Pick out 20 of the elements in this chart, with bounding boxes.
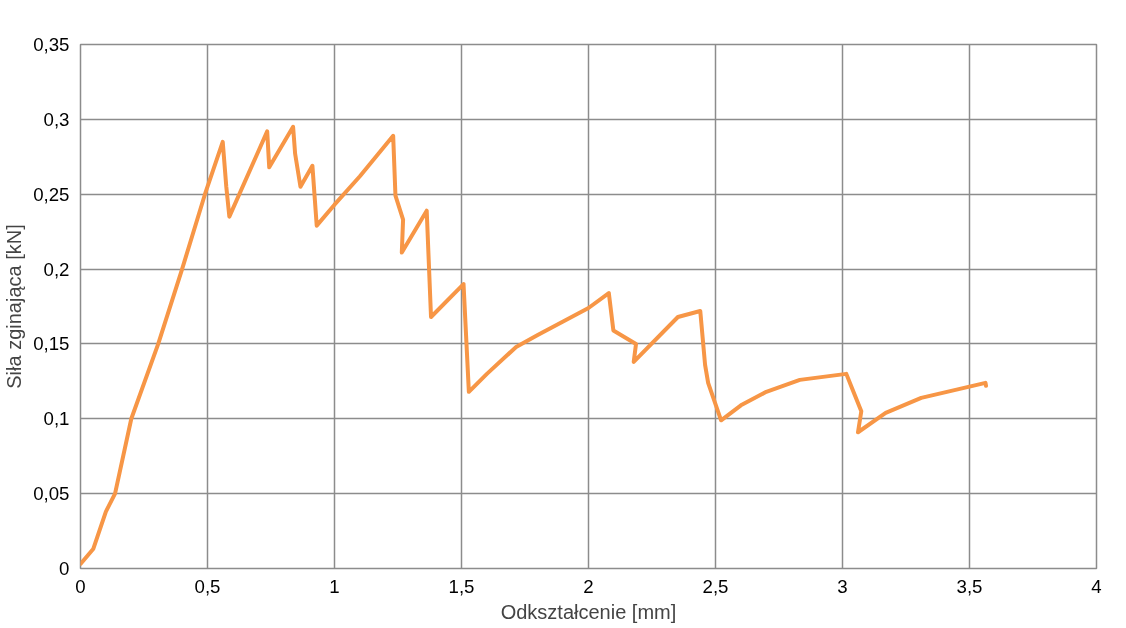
x-tick-label: 1 — [329, 575, 340, 597]
x-tick-label: 0 — [75, 575, 86, 597]
x-tick-label: 4 — [1091, 575, 1102, 597]
x-tick-label: 1,5 — [448, 575, 475, 597]
y-tick-label: 0,2 — [43, 258, 70, 280]
y-tick-label: 0,15 — [33, 333, 70, 355]
y-tick-label: 0,3 — [43, 108, 70, 130]
x-tick-label: 3,5 — [956, 575, 983, 597]
x-tick-label: 0,5 — [194, 575, 221, 597]
y-tick-label: 0 — [59, 558, 70, 579]
y-tick-label: 0,25 — [33, 183, 70, 205]
y-tick-label: 0,1 — [43, 408, 70, 430]
y-tick-label: 0,35 — [33, 34, 70, 55]
y-axis-title: Siła zginająca [kN] — [3, 224, 26, 389]
x-tick-label: 2 — [583, 575, 594, 597]
y-tick-label: 0,05 — [33, 483, 70, 505]
x-tick-label: 2,5 — [702, 575, 729, 597]
x-tick-label: 3 — [837, 575, 848, 597]
x-axis-title: Odkształcenie [mm] — [500, 600, 677, 623]
line-series — [80, 124, 989, 567]
